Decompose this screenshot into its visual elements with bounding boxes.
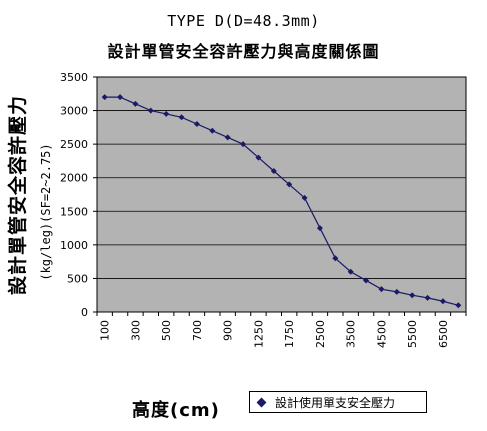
x-tick-label: 900 [222,320,235,341]
legend-label: 設計使用單支安全壓力 [275,395,396,410]
data-point [255,154,262,161]
y-tick-label: 3000 [60,105,88,118]
x-tick-label: 300 [129,320,142,341]
data-point [193,121,200,127]
data-point [332,255,339,262]
data-point [286,181,293,188]
data-point [316,225,323,232]
y-tick-label: 500 [67,272,88,285]
x-tick-label: 500 [160,320,173,341]
series-points [101,94,462,309]
series-line [104,96,459,306]
data-point [393,288,400,295]
legend: 設計使用單支安全壓力 [249,391,427,413]
y-axis-label-main: 設計單管安全容許壓力 [6,95,29,295]
data-point [378,286,385,293]
data-point [132,100,139,107]
data-point [178,114,185,121]
x-tick-label: 4500 [375,320,388,348]
chart-title-line2: 設計單管安全容許壓力與高度關係圖 [107,42,380,61]
data-point [455,302,462,309]
x-tick-label: 1750 [283,320,296,348]
data-point [101,94,108,101]
data-point [363,277,370,284]
data-point [240,141,247,148]
x-tick-label: 1250 [252,320,265,348]
data-point [270,168,277,174]
chart-title-line1: TYPE D(D=48.3mm) [167,12,320,30]
y-tick-label: 2000 [60,172,88,185]
x-tick-label: 2500 [314,320,327,348]
y-tick-label: 3500 [60,71,88,84]
x-tick-label: 700 [191,320,204,341]
legend-marker [256,397,267,407]
x-tick-label: 5500 [406,320,419,348]
x-axis-label: 高度(cm) [132,400,220,421]
x-axis-ticks: 100 300 500 700 900 1250 1750 2500 3500 4500 5500 6… [96,312,467,348]
data-point [409,292,416,299]
data-point [424,294,431,301]
data-point [163,110,170,117]
y-tick-label: 1000 [60,239,88,252]
data-point [347,268,354,275]
data-point [209,127,216,134]
y-tick-label: 1500 [60,205,88,218]
data-point [147,107,154,114]
grid-lines [97,110,466,279]
y-tick-label: 0 [81,306,88,319]
data-point [224,134,231,141]
x-tick-label: 3500 [345,320,358,348]
y-tick-label: 2500 [60,138,88,151]
data-point [117,94,124,101]
y-axis-ticks: 0 500 1000 1500 2000 2500 3000 3500 [60,71,97,319]
data-point [301,194,308,201]
x-tick-label: 6500 [437,320,450,348]
plot-area [96,76,467,313]
x-tick-label: 100 [99,320,112,341]
data-point [439,298,446,305]
y-axis-label-sub: (kg/leg)(SF=2~2.75) [39,143,53,280]
